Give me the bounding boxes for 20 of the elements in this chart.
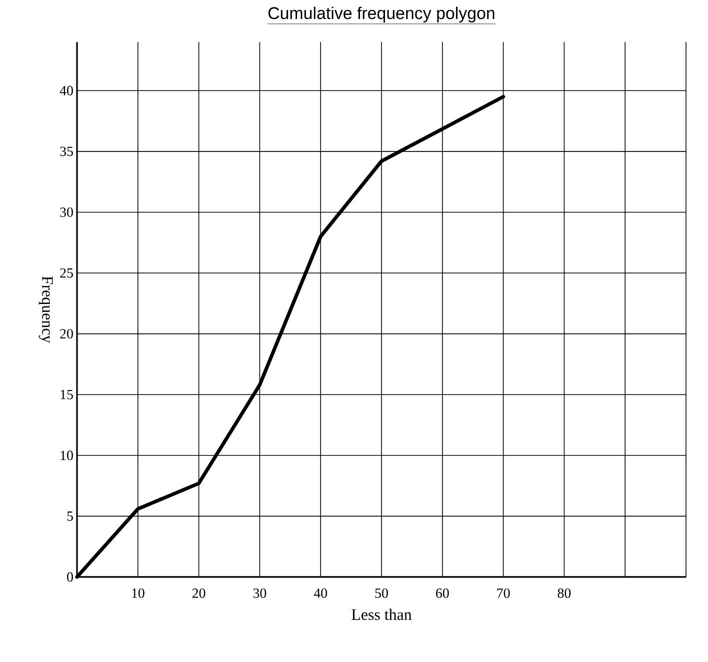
y-tick-label: 25 [60, 268, 73, 278]
y-tick-label: 35 [60, 146, 73, 156]
x-tick-label: 30 [253, 588, 266, 598]
y-tick-label: 40 [60, 86, 73, 96]
x-tick-label: 80 [558, 588, 571, 598]
x-tick-label: 60 [436, 588, 449, 598]
x-tick-label: 70 [497, 588, 510, 598]
x-tick-label: 50 [375, 588, 388, 598]
y-tick-label: 5 [67, 512, 73, 521]
y-tick-label: 10 [60, 450, 73, 460]
y-tick-label: 15 [60, 390, 73, 400]
y-tick-label: 0 [67, 572, 73, 582]
x-tick-label: 10 [132, 588, 144, 598]
y-tick-label: 20 [60, 329, 73, 339]
y-axis-title: Frequency [38, 276, 53, 344]
y-tick-label: 30 [60, 208, 73, 217]
x-tick-label: 40 [314, 588, 328, 598]
chart-title: Cumulative frequency polygon [268, 6, 494, 22]
x-axis-title: Less than [352, 608, 412, 620]
x-tick-label: 20 [192, 588, 206, 598]
